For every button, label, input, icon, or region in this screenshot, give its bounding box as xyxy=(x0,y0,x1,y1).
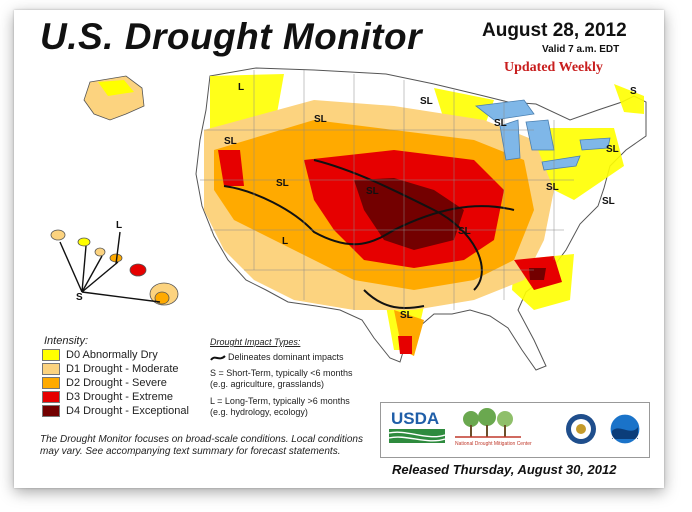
legend-swatch xyxy=(42,404,60,417)
usda-logo: USDA xyxy=(389,409,445,443)
valid-time: Valid 7 a.m. EDT xyxy=(542,44,620,55)
legend-swatch xyxy=(42,362,60,375)
map-date: August 28, 2012 xyxy=(482,20,627,41)
impact-long: L = Long-Term, typically >6 months xyxy=(210,396,350,406)
map-label-sl: SL xyxy=(494,118,507,129)
alaska-d0 xyxy=(98,80,134,96)
drought-monitor-card: U.S. Drought Monitor August 28, 2012 Val… xyxy=(14,10,664,488)
map-label-sl: SL xyxy=(420,96,433,107)
impact-short-eg: (e.g. agriculture, grasslands) xyxy=(210,379,325,389)
legend-label: D2 Drought - Severe xyxy=(66,376,167,389)
map-label-l: L xyxy=(238,82,245,93)
map-label-sl: SL xyxy=(400,310,413,321)
legend-swatch xyxy=(42,376,60,389)
impact-lines xyxy=(223,159,515,310)
page-title: U.S. Drought Monitor xyxy=(40,16,422,57)
map-label-sl: SL xyxy=(546,182,559,193)
map-label-sl: SL xyxy=(458,226,471,237)
state-borders xyxy=(200,70,574,310)
release-date: Released Thursday, August 30, 2012 xyxy=(392,462,617,477)
legend-item: D3 Drought - Extreme xyxy=(42,390,173,403)
noaa-logo-icon xyxy=(609,413,641,445)
legend-title: Intensity: xyxy=(44,335,89,347)
impact-line-legend: Delineates dominant impacts xyxy=(210,352,398,363)
logo-box: USDA National Drought Mitigation Center xyxy=(380,402,650,458)
footnote: The Drought Monitor focuses on broad-sca… xyxy=(40,434,363,457)
legend-label: D3 Drought - Extreme xyxy=(66,390,173,403)
d4-areas xyxy=(354,178,546,280)
update-frequency: Updated Weekly xyxy=(504,60,603,75)
map-label-sl: SL xyxy=(314,114,327,125)
map-label-sl: SL xyxy=(606,144,619,155)
legend-swatch xyxy=(42,390,60,403)
legend-label: D0 Abnormally Dry xyxy=(66,348,158,361)
map-label-sl: SL xyxy=(366,186,379,197)
map-label-sl: SL xyxy=(602,196,615,207)
commerce-seal-icon xyxy=(566,414,596,444)
impact-title: Drought Impact Types: xyxy=(210,337,301,347)
map-label-l: L xyxy=(282,236,289,247)
legend-swatch xyxy=(42,348,60,361)
impact-line-text: Delineates dominant impacts xyxy=(228,352,344,362)
impact-long-eg: (e.g. hydrology, ecology) xyxy=(210,407,308,417)
legend-label: D1 Drought - Moderate xyxy=(66,362,179,375)
map-label-s: S xyxy=(630,86,637,97)
legend-item: D4 Drought - Exceptional xyxy=(42,404,189,417)
legend-item: D2 Drought - Severe xyxy=(42,376,167,389)
impact-short: S = Short-Term, typically <6 months xyxy=(210,368,353,378)
hawaii-pointers xyxy=(59,231,161,303)
drought-map xyxy=(50,67,647,371)
impact-line-icon xyxy=(210,355,226,361)
map-label-s: S xyxy=(76,292,83,303)
ndmc-logo-text: National Drought Mitigation Center xyxy=(455,441,532,447)
ndmc-logo-icon xyxy=(455,408,521,438)
map-label-sl: SL xyxy=(276,178,289,189)
legend-item: D1 Drought - Moderate xyxy=(42,362,179,375)
map-label-sl: SL xyxy=(224,136,237,147)
usda-logo-text: USDA xyxy=(391,409,440,428)
map-label-l: L xyxy=(116,220,123,231)
legend-label: D4 Drought - Exceptional xyxy=(66,404,189,417)
legend-item: D0 Abnormally Dry xyxy=(42,348,158,361)
usda-swoosh-icon xyxy=(389,429,445,443)
hawaii xyxy=(50,229,179,306)
